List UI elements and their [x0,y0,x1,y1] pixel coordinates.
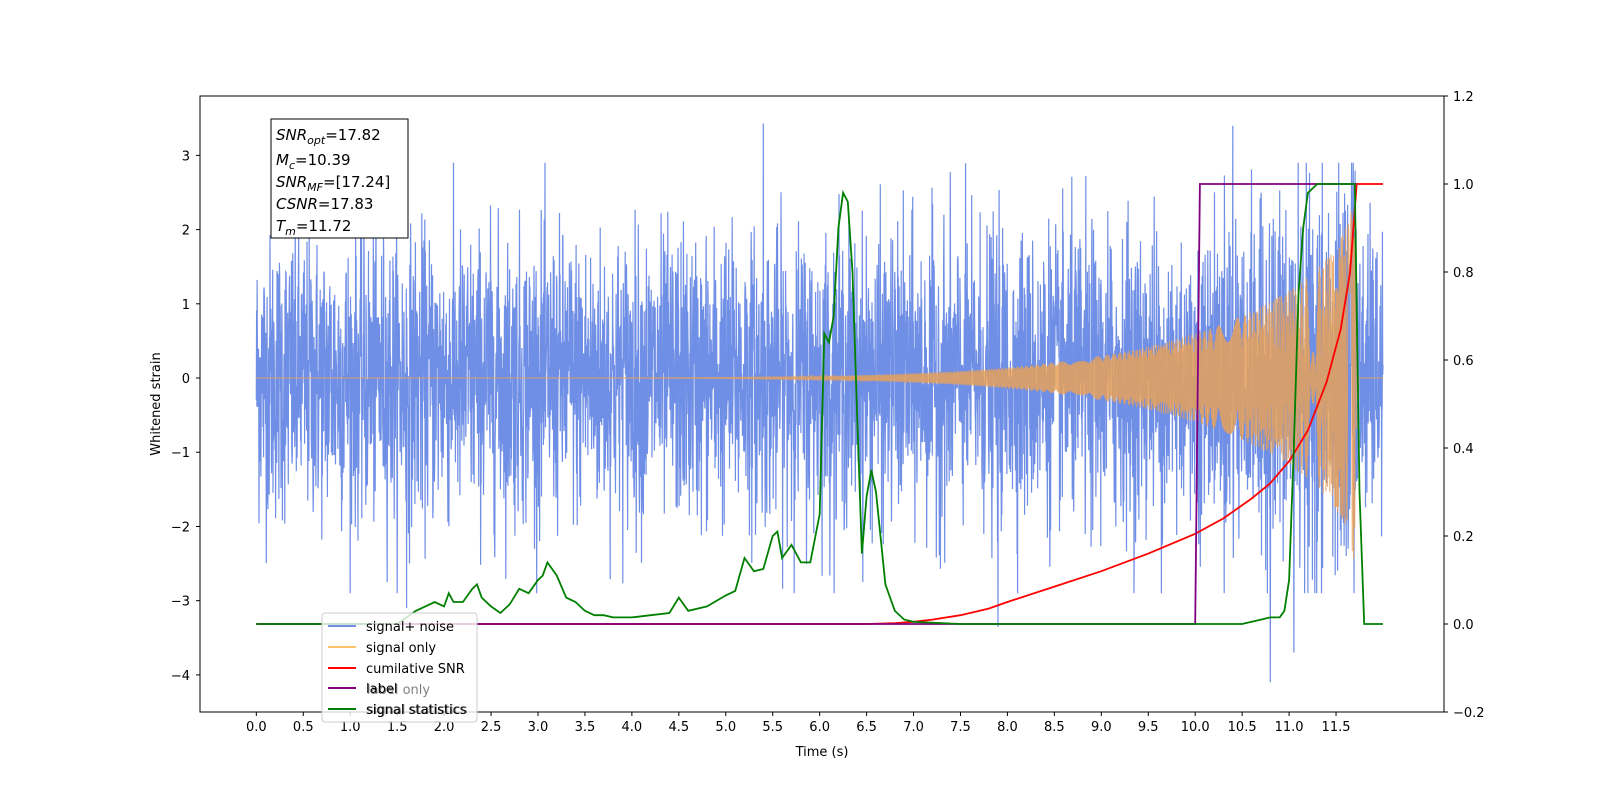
annotation-snr-opt: SNRopt=17.82 [276,126,381,147]
y-axis-label: Whitened strain [149,352,164,455]
x-tick-label: 4.5 [668,720,689,735]
x-tick-label: 3.0 [528,720,549,735]
x-tick-label: 10.0 [1181,720,1210,735]
y-right-tick-label: 0.6 [1453,354,1474,369]
x-tick-label: 0.0 [246,720,267,735]
x-tick-label: 6.5 [856,720,877,735]
x-tick-label: 9.0 [1091,720,1112,735]
legend: label only signal statistics signal+ noi… [321,612,478,723]
annotation-frame [270,118,409,239]
annotation-snr-mf: SNRMF=[17.24] [276,173,390,194]
y-right-tick-label: 0.8 [1453,266,1474,281]
x-tick-label: 7.5 [950,720,971,735]
series-cumulative-snr [256,183,1383,625]
plot-frame [199,95,1445,713]
x-tick-label: 2.0 [434,720,455,735]
legend-label-cumulative-snr: cumilative SNR [366,662,465,677]
y-right-tick-label: −0.2 [1453,706,1485,721]
x-tick-label: 11.0 [1275,720,1304,735]
x-tick-label: 8.5 [1044,720,1065,735]
x-tick-label: 11.5 [1322,720,1351,735]
x-tick-label: 1.5 [387,720,408,735]
x-axis-label: Time (s) [795,745,849,760]
annotation-tm: Tm=11.72 [276,217,351,238]
y-left-tick-label: −4 [171,669,190,684]
y-right-tick-label: 1.0 [1453,178,1474,193]
y-left-tick-label: 3 [182,149,190,164]
x-tick-label: 7.0 [903,720,924,735]
x-tick-label: 6.0 [809,720,830,735]
x-tick-label: 0.5 [293,720,314,735]
legend-ghost-signal-statistics: signal statistics [367,703,468,718]
legend-label-label: label [366,682,397,697]
y-right-tick-label: 0.0 [1453,618,1474,633]
series-signal-statistics [256,183,1383,625]
y-left-tick-label: 2 [182,224,190,239]
legend-label-signal-statistics: signal statistics [366,703,467,718]
annotation-box: SNRopt=17.82 Mc=10.39 SNRMF=[17.24] CSNR… [270,118,409,239]
x-tick-label: 5.5 [762,720,783,735]
y-left-tick-label: −3 [171,595,190,610]
legend-label-signal-only: signal only [366,641,436,656]
series-label [256,183,1357,625]
x-tick-label: 10.5 [1228,720,1257,735]
x-tick-label: 2.5 [481,720,502,735]
series-signal-only [256,201,1383,559]
y-right-tick-label: 0.4 [1453,442,1474,457]
x-tick-label: 9.5 [1138,720,1159,735]
y-right-tick-label: 0.2 [1453,530,1474,545]
x-tick-label: 4.0 [622,720,643,735]
x-tick-label: 5.0 [715,720,736,735]
series-signal-noise [255,123,1384,683]
y-left-tick-label: 1 [182,298,190,313]
y-left-tick-label: −1 [171,446,190,461]
y-axis-left: −4 −3 −2 −1 0 1 2 3 [171,149,200,684]
annotation-csnr: CSNR=17.83 [276,195,373,213]
legend-ghost-label-only: label only [367,683,430,698]
x-tick-label: 3.5 [575,720,596,735]
x-tick-label: 1.0 [340,720,361,735]
annotation-mc: Mc=10.39 [276,151,351,172]
series-layer [255,123,1384,683]
y-right-tick-label: 1.2 [1453,90,1474,105]
legend-label-signal-noise: signal+ noise [366,620,454,635]
y-axis-right: −0.2 0.0 0.2 0.4 0.6 0.8 1.0 1.2 [1444,90,1485,721]
y-left-tick-label: 0 [182,372,190,387]
x-axis: 0.0 0.5 1.0 1.5 2.0 2.5 3.0 3.5 4.0 4.5 5.0 5.5 6.0 6… [246,712,1351,735]
x-tick-label: 8.0 [997,720,1018,735]
legend-frame [321,612,478,723]
y-left-tick-label: −2 [171,520,190,535]
